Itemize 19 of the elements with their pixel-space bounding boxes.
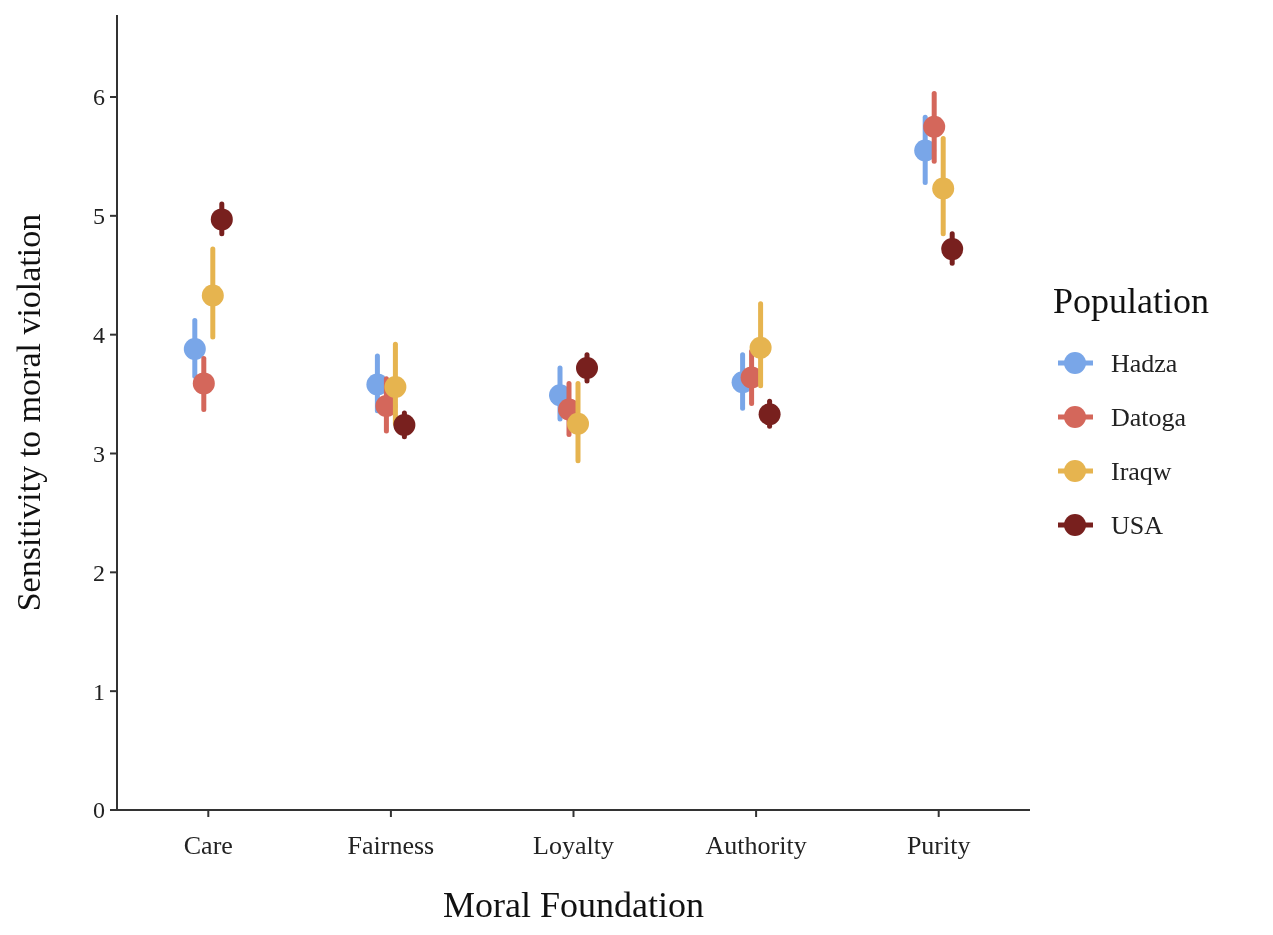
legend-label: USA	[1111, 511, 1164, 541]
x-tick-label: Loyalty	[533, 831, 614, 860]
x-tick-label: Authority	[705, 831, 807, 860]
legend-label: Hadza	[1111, 349, 1178, 379]
x-axis-title: Moral Foundation	[443, 885, 704, 925]
x-tick-label: Fairness	[347, 831, 435, 860]
y-tick-label: 3	[93, 440, 105, 467]
y-tick-label: 0	[93, 797, 105, 824]
x-tick-label: Purity	[906, 831, 971, 860]
y-tick-label: 2	[93, 559, 105, 586]
y-tick-label: 4	[93, 322, 105, 349]
y-tick-label: 1	[93, 678, 105, 705]
legend-label: Datoga	[1111, 403, 1187, 433]
y-axis-title: Sensitivity to moral violation	[10, 213, 47, 612]
legend-title: Population	[1053, 281, 1210, 321]
y-tick-label: 5	[93, 203, 105, 230]
x-tick-label: Care	[183, 831, 233, 860]
y-tick-label: 6	[93, 84, 105, 111]
legend-label: Iraqw	[1111, 457, 1172, 487]
